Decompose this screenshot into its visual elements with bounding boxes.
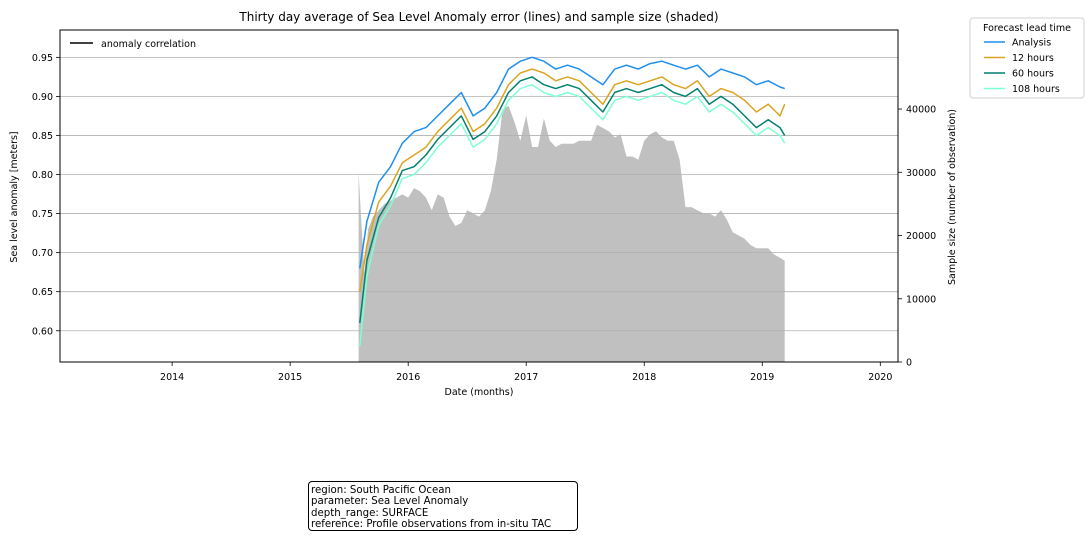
inner-legend-label: anomaly correlation xyxy=(101,39,196,50)
series-line-60-hours xyxy=(359,76,786,323)
y2-tick-label-0: 0 xyxy=(906,358,912,369)
x-tick-label-0: 2014 xyxy=(160,372,184,383)
info-reference: reference: Profile observations from in-… xyxy=(311,518,552,530)
info-depth-range: depth_range: SURFACE xyxy=(311,507,429,519)
x-tick-label-4: 2018 xyxy=(632,372,656,383)
y-tick-label-0: 0.60 xyxy=(32,326,53,337)
chart-title: Thirty day average of Sea Level Anomaly … xyxy=(238,10,718,24)
y-tick-label-1: 0.65 xyxy=(32,287,53,298)
y2-axis-label: Sample size (number of observation) xyxy=(947,109,958,285)
legend-label-60-hours: 60 hours xyxy=(1012,69,1054,80)
x-tick-label-3: 2017 xyxy=(514,372,538,383)
legend-label-analysis: Analysis xyxy=(1012,38,1051,49)
series-line-12-hours xyxy=(359,68,786,292)
y-tick-label-3: 0.75 xyxy=(32,209,53,220)
y-axis-label: Sea level anomaly [meters] xyxy=(9,131,20,262)
y2-tick-label-1: 10000 xyxy=(906,294,936,305)
legend-title: Forecast lead time xyxy=(983,23,1071,34)
x-tick-label-5: 2019 xyxy=(750,372,774,383)
y2-tick-label-2: 20000 xyxy=(906,231,936,242)
y-tick-label-4: 0.80 xyxy=(32,170,53,181)
x-tick-label-1: 2015 xyxy=(278,372,302,383)
y2-tick-label-3: 30000 xyxy=(906,168,936,179)
sample-size-area xyxy=(358,105,785,363)
legend-label-12-hours: 12 hours xyxy=(1012,53,1054,64)
y-tick-label-5: 0.85 xyxy=(32,131,53,142)
legend-box xyxy=(969,17,1085,99)
y-tick-label-2: 0.70 xyxy=(32,248,53,259)
legend-label-108-hours: 108 hours xyxy=(1012,84,1060,95)
info-box: region: South Pacific Ocean parameter: S… xyxy=(308,481,578,531)
x-tick-label-6: 2020 xyxy=(868,372,892,383)
series-line-108-hours xyxy=(359,83,786,347)
series-line-analysis xyxy=(359,56,785,269)
info-region: region: South Pacific Ocean xyxy=(311,485,451,496)
y2-tick-label-4: 40000 xyxy=(906,105,936,116)
plot-area: 2014 2015 2016 2017 2018 2019 2020 0.60 0.65 0.70… xyxy=(32,29,936,383)
x-tick-label-2: 2016 xyxy=(396,372,420,383)
legend: Forecast lead time Analysis 12 hours 60 hou… xyxy=(969,17,1085,99)
y-tick-label-6: 0.90 xyxy=(32,92,53,103)
x-axis-label: Date (months) xyxy=(445,387,514,398)
info-parameter: parameter: Sea Level Anomaly xyxy=(311,496,469,508)
plot-frame xyxy=(59,29,899,363)
y-tick-label-7: 0.95 xyxy=(32,53,53,64)
